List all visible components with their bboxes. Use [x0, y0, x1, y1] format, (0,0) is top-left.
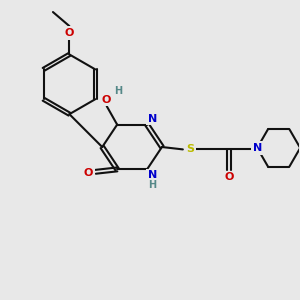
Text: O: O [224, 172, 234, 182]
Text: O: O [65, 28, 74, 38]
Text: O: O [83, 168, 93, 178]
Text: S: S [186, 144, 194, 154]
Text: N: N [148, 170, 157, 180]
Text: H: H [148, 180, 157, 190]
Text: O: O [101, 94, 111, 104]
Text: H: H [114, 85, 122, 96]
Text: N: N [148, 114, 157, 124]
Text: N: N [253, 143, 262, 153]
